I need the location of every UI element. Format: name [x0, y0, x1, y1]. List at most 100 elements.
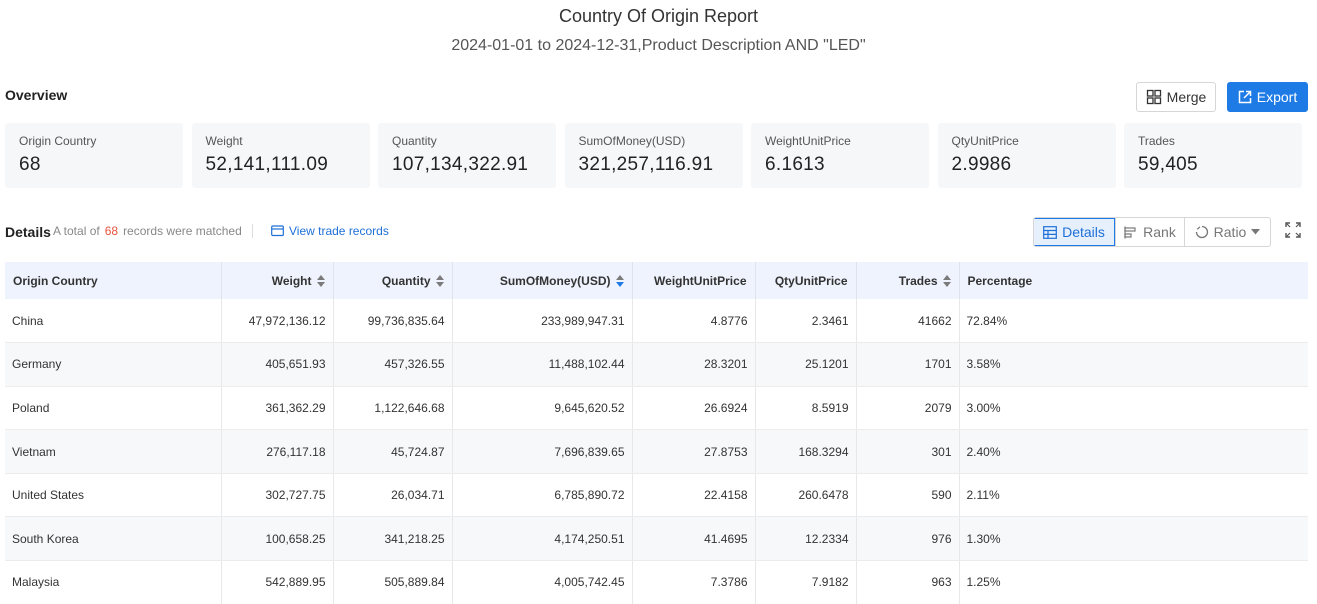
details-table: Origin Country Weight Quantity SumOfMone…	[5, 262, 1308, 604]
cell-qty-unit-price: 7.9182	[755, 560, 857, 604]
table-row[interactable]: South Korea 100,658.25 341,218.25 4,174,…	[5, 516, 1308, 562]
stat-value: 2.9986	[951, 154, 1012, 175]
view-trade-records-link[interactable]: View trade records	[271, 224, 389, 238]
cell-weight: 405,651.93	[221, 342, 334, 387]
cell-weight: 276,117.18	[221, 429, 334, 474]
cell-trades: 301	[856, 429, 960, 474]
merge-button[interactable]: Merge	[1136, 82, 1216, 112]
cell-percentage: 2.40%	[959, 429, 1308, 474]
stat-label: Origin Country	[19, 134, 97, 148]
cell-trades: 963	[856, 560, 960, 604]
table-row[interactable]: Malaysia 542,889.95 505,889.84 4,005,742…	[5, 560, 1308, 604]
stat-label: QtyUnitPrice	[951, 134, 1019, 148]
table-row[interactable]: United States 302,727.75 26,034.71 6,785…	[5, 473, 1308, 518]
cell-qty-unit-price: 260.6478	[755, 473, 857, 518]
cell-quantity: 1,122,646.68	[333, 386, 453, 431]
cell-quantity: 45,724.87	[333, 429, 453, 474]
stat-card-qty-unit-price: QtyUnitPrice 2.9986	[937, 123, 1116, 188]
details-view-label: Details	[1062, 224, 1105, 240]
records-count: 68	[104, 224, 119, 238]
stat-card-weight: Weight 52,141,111.09	[191, 123, 370, 188]
table-row[interactable]: China 47,972,136.12 99,736,835.64 233,98…	[5, 299, 1308, 344]
cell-percentage: 1.30%	[959, 516, 1308, 562]
cell-trades: 2079	[856, 386, 960, 431]
cell-trades: 41662	[856, 299, 960, 344]
export-button[interactable]: Export	[1227, 82, 1308, 112]
cell-weight-unit-price: 7.3786	[632, 560, 756, 604]
stat-label: WeightUnitPrice	[765, 134, 851, 148]
expand-icon[interactable]	[1285, 222, 1301, 238]
cell-quantity: 505,889.84	[333, 560, 453, 604]
column-header-sum-of-money[interactable]: SumOfMoney(USD)	[452, 262, 633, 299]
cell-trades: 590	[856, 473, 960, 518]
column-header-quantity[interactable]: Quantity	[333, 262, 453, 299]
rank-view-label: Rank	[1143, 224, 1176, 240]
cell-weight: 542,889.95	[221, 560, 334, 604]
ratio-icon	[1195, 225, 1208, 239]
merge-label: Merge	[1166, 89, 1207, 105]
cell-sum-of-money: 6,785,890.72	[452, 473, 633, 518]
cell-percentage: 3.58%	[959, 342, 1308, 387]
cell-qty-unit-price: 8.5919	[755, 386, 857, 431]
cell-percentage: 3.00%	[959, 386, 1308, 431]
stat-value: 6.1613	[765, 154, 825, 175]
stat-value: 52,141,111.09	[205, 154, 329, 175]
cell-quantity: 99,736,835.64	[333, 299, 453, 344]
stat-card-trades: Trades 59,405	[1124, 123, 1302, 188]
cell-sum-of-money: 7,696,839.65	[452, 429, 633, 474]
divider	[252, 224, 253, 238]
rank-view-button[interactable]: Rank	[1115, 218, 1184, 246]
cell-weight: 302,727.75	[221, 473, 334, 518]
cell-quantity: 26,034.71	[333, 473, 453, 518]
cell-percentage: 1.25%	[959, 560, 1308, 604]
cell-sum-of-money: 9,645,620.52	[452, 386, 633, 431]
table-row[interactable]: Vietnam 276,117.18 45,724.87 7,696,839.6…	[5, 429, 1308, 474]
cell-qty-unit-price: 12.2334	[755, 516, 857, 562]
cell-sum-of-money: 233,989,947.31	[452, 299, 633, 344]
sort-icon[interactable]	[316, 275, 325, 288]
details-view-button[interactable]: Details	[1034, 218, 1115, 246]
cell-origin-country: United States	[5, 473, 222, 518]
cell-qty-unit-price: 2.3461	[755, 299, 857, 344]
page-title: Country Of Origin Report	[558, 6, 759, 26]
view-switcher: Details Rank Ratio	[1033, 217, 1271, 247]
stat-card-weight-unit-price: WeightUnitPrice 6.1613	[751, 123, 929, 188]
stat-label: Weight	[205, 134, 243, 148]
export-label: Export	[1256, 89, 1298, 105]
stat-label: SumOfMoney(USD)	[578, 134, 686, 148]
details-heading: Details	[5, 224, 51, 240]
stat-card-sum-of-money: SumOfMoney(USD) 321,257,116.91	[564, 123, 743, 188]
cell-sum-of-money: 4,174,250.51	[452, 516, 633, 562]
cell-trades: 1701	[856, 342, 960, 387]
rank-icon	[1124, 226, 1136, 238]
table-row[interactable]: Poland 361,362.29 1,122,646.68 9,645,620…	[5, 386, 1308, 431]
stat-value: 107,134,322.91	[392, 154, 529, 175]
stat-value: 68	[19, 154, 41, 175]
cell-weight-unit-price: 41.4695	[632, 516, 756, 562]
column-header-trades[interactable]: Trades	[856, 262, 960, 299]
column-header-origin-country[interactable]: Origin Country	[5, 262, 222, 299]
cell-qty-unit-price: 25.1201	[755, 342, 857, 387]
column-header-percentage[interactable]: Percentage	[967, 273, 1033, 288]
sort-icon[interactable]	[942, 275, 951, 288]
cell-sum-of-money: 4,005,742.45	[452, 560, 633, 604]
column-header-qty-unit-price[interactable]: QtyUnitPrice	[755, 262, 857, 299]
records-summary: A total of 68 records were matched	[53, 224, 242, 238]
column-header-weight-unit-price[interactable]: WeightUnitPrice	[632, 262, 756, 299]
cell-weight: 361,362.29	[221, 386, 334, 431]
chevron-down-icon	[1251, 229, 1261, 235]
sort-icon[interactable]	[435, 275, 444, 288]
cell-trades: 976	[856, 516, 960, 562]
ratio-view-button[interactable]: Ratio	[1184, 218, 1270, 246]
report-subtitle: 2024-01-01 to 2024-12-31,Product Descrip…	[451, 37, 866, 54]
stat-card-origin-country: Origin Country 68	[5, 123, 183, 188]
table-header-row: Origin Country Weight Quantity SumOfMone…	[5, 262, 1308, 299]
cell-origin-country: Vietnam	[5, 429, 222, 474]
column-header-weight[interactable]: Weight	[221, 262, 334, 299]
cell-quantity: 341,218.25	[333, 516, 453, 562]
sort-icon[interactable]	[615, 275, 624, 288]
table-row[interactable]: Germany 405,651.93 457,326.55 11,488,102…	[5, 342, 1308, 387]
cell-origin-country: China	[5, 299, 222, 344]
table-icon	[1043, 225, 1057, 239]
cell-origin-country: Poland	[5, 386, 222, 431]
